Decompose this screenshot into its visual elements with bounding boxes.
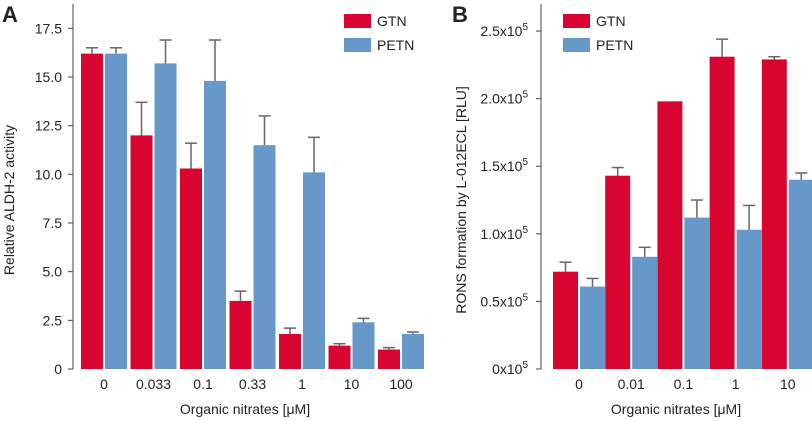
panel-b-bar-gtn [761,59,787,369]
panel-a-x-axis-title: Organic nitrates [μM] [180,401,310,417]
panel-b-bar-gtn [605,175,631,369]
panel-a-bar-gtn [81,53,103,369]
panel-a-bar-gtn [378,349,400,369]
panel-b-y-tick-label: 1.0x105 [480,225,528,242]
panel-b-bar-gtn [553,271,578,369]
panel-letter-a: A [2,2,18,27]
panel-b-bar-petn [632,256,658,369]
panel-a-y-tick-label: 7.5 [43,215,63,231]
panel-b-legend-label-gtn: GTN [596,13,626,29]
panel-b-bar-petn [684,217,710,369]
panel-a-bar-gtn [279,333,301,369]
panel-b-plot: 0x105 0.5x105 1.0x105 1.5x105 2.0x105 2.5x105… [480,4,812,392]
panel-a-y-tick-label: 12.5 [35,118,62,134]
panel-a-bar-gtn [130,135,153,369]
panel-a-bar-petn [402,333,424,369]
panel-a-bar-petn [204,80,226,369]
panel-a-plot: 0 2.5 5.0 7.5 10.0 12.5 15.0 17.5 0 0.033 0.1 0.33 1… [35,4,424,392]
panel-a-bar-petn [303,172,325,369]
panel-a-y-tick-label: 0 [54,361,62,377]
panel-b-x-tick-label: 0 [575,376,583,392]
panel-b-bar-petn [788,179,812,369]
panel-b-bar-petn [736,229,762,369]
panel-a-legend-swatch-petn [344,38,371,52]
panel-a-y-tick-label: 15.0 [35,69,62,85]
panel-a-y-axis-title: Relative ALDH-2 activity [1,125,17,275]
panel-b-y-tick-label: 2.5x105 [480,22,528,39]
panel-a-bar-petn [154,63,177,370]
panel-a-bar-gtn [180,168,202,369]
panel-a-x-tick-label: 0.1 [193,376,213,392]
panel-b-y-tick-label: 0x105 [492,360,528,377]
panel-a-legend-swatch-gtn [344,14,371,28]
panel-letter-b: B [452,2,468,27]
panel-b-x-tick-label: 1 [732,376,740,392]
panel-a-x-tick-label: 0 [100,376,108,392]
panel-b-x-tick-label: 10 [780,376,796,392]
panel-a-x-tick-label: 0.033 [136,376,171,392]
panel-a-bar-petn [352,322,375,369]
panel-b-x-axis-title: Organic nitrates [μM] [611,401,741,417]
panel-a-x-tick-label: 0.33 [239,376,266,392]
panel-a-bar-petn [253,145,276,369]
panel-a-legend-label-petn: PETN [377,37,414,53]
panel-b-bar-gtn [657,101,683,369]
panel-b-legend-swatch-petn [563,38,590,52]
panel-a-legend-label-gtn: GTN [377,13,407,29]
panel-b-legend-label-petn: PETN [596,37,633,53]
panel-a-y-tick-label: 10.0 [35,166,62,182]
panel-b-y-tick-label: 0.5x105 [480,292,528,309]
panel-a-bar-gtn [229,300,252,369]
panel-b-legend-swatch-gtn [563,14,590,28]
panel-b-y-axis-title: RONS formation by L-012ECL [RLU] [453,86,469,313]
panel-b-y-tick-label: 2.0x105 [480,90,528,107]
panel-a-y-tick-label: 17.5 [35,20,62,36]
panel-a-x-tick-label: 1 [298,376,306,392]
panel-a-bar-petn [105,53,127,369]
panel-a-bar-gtn [328,345,351,369]
panel-a-x-tick-label: 10 [344,376,360,392]
panel-b-bar-petn [580,286,605,369]
panel-a-y-tick-label: 2.5 [43,312,63,328]
panel-b-bar-gtn [709,56,735,369]
panel-b-x-tick-label: 0.01 [618,376,645,392]
panel-b-x-tick-label: 0.1 [674,376,694,392]
panel-a-y-tick-label: 5.0 [43,264,63,280]
panel-a-x-tick-label: 100 [389,376,413,392]
panel-b-y-tick-label: 1.5x105 [480,157,528,174]
